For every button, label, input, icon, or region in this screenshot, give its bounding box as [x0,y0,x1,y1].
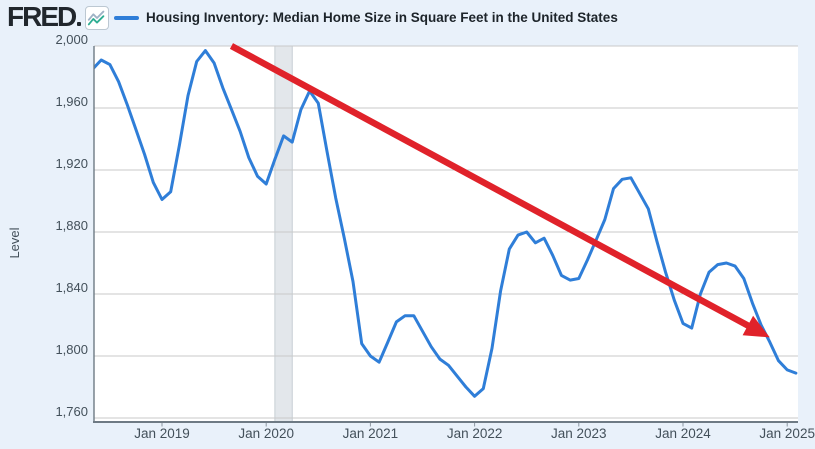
y-tick-label: 1,840 [55,280,88,295]
y-tick-label: 2,000 [55,32,88,47]
y-tick-label: 1,800 [55,342,88,357]
x-tick-label: Jan 2019 [134,426,190,441]
fred-logo[interactable]: FRED [7,1,77,32]
mini-graph-lines-icon [87,10,105,26]
x-tick-label: Jan 2024 [655,426,711,441]
y-tick-label: 1,880 [55,218,88,233]
x-tick-label: Jan 2023 [551,426,607,441]
recession-band [274,46,293,421]
y-tick-label: 1,920 [55,156,88,171]
trend-arrow-shaft [229,43,755,332]
x-tick-label: Jan 2022 [446,426,503,441]
fred-graph-icon[interactable] [85,6,109,30]
fred-logo-registered-dot [77,22,81,26]
series-legend-title: Housing Inventory: Median Home Size in S… [146,10,618,25]
trend-arrow-head [742,315,770,338]
y-tick-label: 1,760 [55,404,88,419]
y-tick-label: 1,960 [55,94,88,109]
legend-line-marker [114,16,139,20]
data-line [94,49,798,398]
x-tick-label: Jan 2021 [342,426,399,441]
x-tick-label: Jan 2020 [238,426,294,441]
x-tick-label: Jan 2025 [759,426,815,441]
